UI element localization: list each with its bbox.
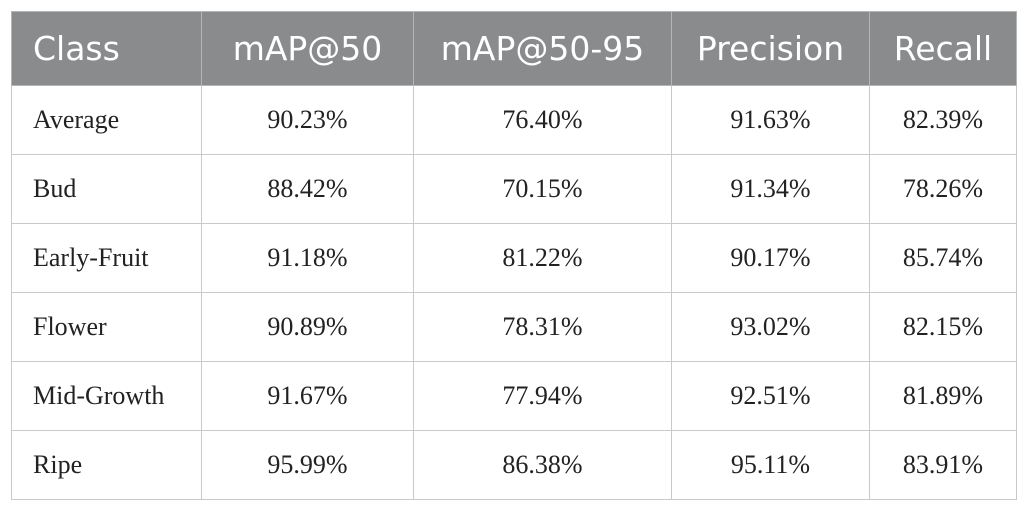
class-cell: Ripe [11,430,202,500]
metric-cell: 83.91% [869,430,1017,500]
metric-cell: 78.31% [413,292,672,362]
metric-cell: 81.89% [869,361,1017,431]
metric-cell: 91.34% [671,154,870,224]
table-body: Average 90.23% 76.40% 91.63% 82.39% Bud 88.42%… [11,85,1017,500]
metric-cell: 70.15% [413,154,672,224]
class-cell: Average [11,85,202,155]
metric-cell: 90.89% [201,292,414,362]
metric-cell: 81.22% [413,223,672,293]
table-row: Early-Fruit 91.18% 81.22% 90.17% 85.74% [11,223,1017,293]
metric-cell: 91.67% [201,361,414,431]
class-cell: Flower [11,292,202,362]
metric-cell: 93.02% [671,292,870,362]
metric-cell: 90.17% [671,223,870,293]
metric-cell: 78.26% [869,154,1017,224]
table-row: Ripe 95.99% 86.38% 95.11% 83.91% [11,430,1017,500]
table-row: Average 90.23% 76.40% 91.63% 82.39% [11,85,1017,155]
metric-cell: 88.42% [201,154,414,224]
metric-cell: 86.38% [413,430,672,500]
table-row: Bud 88.42% 70.15% 91.34% 78.26% [11,154,1017,224]
header-row: Class mAP@50 mAP@50-95 Precision Recall [11,11,1017,86]
column-header: mAP@50-95 [413,11,672,86]
class-cell: Bud [11,154,202,224]
table-row: Flower 90.89% 78.31% 93.02% 82.15% [11,292,1017,362]
metric-cell: 76.40% [413,85,672,155]
metric-cell: 85.74% [869,223,1017,293]
class-cell: Mid-Growth [11,361,202,431]
metric-cell: 82.15% [869,292,1017,362]
column-header: Class [11,11,202,86]
metric-cell: 92.51% [671,361,870,431]
metric-cell: 82.39% [869,85,1017,155]
column-header: Precision [671,11,870,86]
class-cell: Early-Fruit [11,223,202,293]
metric-cell: 77.94% [413,361,672,431]
column-header: Recall [869,11,1017,86]
metric-cell: 90.23% [201,85,414,155]
metric-cell: 91.63% [671,85,870,155]
metric-cell: 95.99% [201,430,414,500]
column-header: mAP@50 [201,11,414,86]
table-row: Mid-Growth 91.67% 77.94% 92.51% 81.89% [11,361,1017,431]
metric-cell: 91.18% [201,223,414,293]
metrics-table: Class mAP@50 mAP@50-95 Precision Recall Aver… [11,11,1017,500]
metric-cell: 95.11% [671,430,870,500]
table-header: Class mAP@50 mAP@50-95 Precision Recall [11,11,1017,86]
